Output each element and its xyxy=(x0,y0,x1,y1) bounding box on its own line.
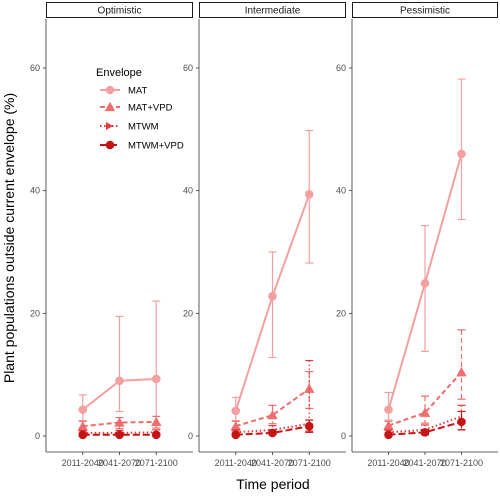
panel-title: Pessimistic xyxy=(400,6,450,17)
data-point xyxy=(304,383,315,393)
x-tick-label: 2071-2100 xyxy=(440,458,483,468)
legend-item: MTWM+VPD xyxy=(100,141,184,152)
legend-key-marker xyxy=(105,85,115,95)
series-line xyxy=(235,387,310,428)
y-tick-label: 40 xyxy=(183,186,193,196)
error-bar xyxy=(268,251,277,359)
x-tick-label: 2011-2040 xyxy=(215,458,257,468)
data-point xyxy=(304,190,314,199)
data-point xyxy=(77,420,88,431)
x-tick-label: 2041-2070 xyxy=(98,458,141,468)
data-point xyxy=(420,278,430,288)
panel-optimistic: Optimistic 0 20 40 60 2011-20402041-20702071-… xyxy=(30,2,193,468)
y-tick-label: 40 xyxy=(30,186,40,196)
y-tick-label: 20 xyxy=(336,308,346,318)
data-point xyxy=(304,421,314,431)
data-point xyxy=(151,430,161,440)
data-point xyxy=(114,417,125,427)
series-mat xyxy=(384,78,466,421)
panel-title: Optimistic xyxy=(98,6,142,17)
data-point xyxy=(420,428,430,437)
x-tick-label: 2041-2070 xyxy=(403,458,446,468)
data-point xyxy=(151,416,162,427)
panel-strip xyxy=(46,2,193,18)
panel-intermediate: Intermediate 0 20 40 60 2011-20402041-2070207… xyxy=(183,2,346,468)
legend-label: MTWM xyxy=(128,122,159,133)
x-tick-label: 2071-2100 xyxy=(288,458,331,468)
y-tick-label: 60 xyxy=(30,63,40,73)
series-mtwm-plus-vpd xyxy=(78,430,161,440)
panel-strip xyxy=(199,2,346,18)
legend-item: MTWM xyxy=(100,122,159,133)
error-bar xyxy=(421,395,429,424)
x-tick-label: 2041-2070 xyxy=(251,458,294,468)
y-tick-label: 60 xyxy=(336,63,346,73)
data-point xyxy=(115,376,124,386)
data-point xyxy=(115,430,124,440)
error-bar xyxy=(457,329,466,400)
data-point xyxy=(78,430,88,440)
data-point xyxy=(268,428,277,438)
error-bar xyxy=(457,78,466,221)
data-point xyxy=(230,420,241,431)
data-point xyxy=(384,405,393,414)
legend-item: MAT+VPD xyxy=(100,101,173,114)
legend-label: MAT xyxy=(128,86,148,97)
data-point xyxy=(231,406,241,416)
data-point xyxy=(268,291,277,301)
data-point xyxy=(383,420,394,430)
series-mat xyxy=(231,129,314,422)
y-tick-label: 60 xyxy=(183,63,193,73)
data-point xyxy=(231,430,241,440)
panel-strip xyxy=(352,2,498,18)
series-mat-plus-vpd xyxy=(383,329,467,432)
data-point xyxy=(78,405,88,414)
data-point xyxy=(267,409,278,420)
y-tick-label: 0 xyxy=(188,431,193,441)
series-mat-plus-vpd xyxy=(77,415,162,432)
panel-pessimistic: Pessimistic 0 20 40 60 2011-20402041-20702071… xyxy=(336,2,498,468)
data-point xyxy=(457,149,466,159)
error-bar xyxy=(115,315,124,413)
plot-area: Optimistic02040602011-20402041-20702071-… xyxy=(30,2,498,468)
y-tick-label: 0 xyxy=(35,431,40,441)
series-mat xyxy=(78,300,161,425)
error-bar xyxy=(152,300,161,425)
x-axis-title: Time period xyxy=(236,476,309,492)
data-point xyxy=(151,374,161,384)
y-tick-label: 20 xyxy=(183,308,193,318)
y-tick-label: 20 xyxy=(30,308,40,318)
data-point xyxy=(457,417,466,427)
legend: Envelope MAT MAT+VPD MTWM MTWM+VPD xyxy=(96,67,184,152)
error-bar xyxy=(457,410,466,431)
x-tick-label: 2011-2040 xyxy=(62,458,104,468)
legend-key-marker xyxy=(104,101,116,112)
y-tick-label: 0 xyxy=(341,431,346,441)
legend-label: MTWM+VPD xyxy=(128,141,184,152)
data-point xyxy=(456,367,467,377)
data-point xyxy=(419,407,431,417)
legend-title: Envelope xyxy=(96,67,142,79)
error-bar xyxy=(421,225,429,352)
x-tick-label: 2011-2040 xyxy=(367,458,409,468)
legend-key-marker xyxy=(106,122,113,130)
x-tick-label: 2071-2100 xyxy=(135,458,178,468)
y-axis-title: Plant populations outside current envelo… xyxy=(1,93,17,383)
legend-item: MAT xyxy=(100,86,148,97)
y-tick-label: 40 xyxy=(336,186,346,196)
legend-label: MAT+VPD xyxy=(128,103,173,114)
series-line xyxy=(388,371,463,427)
data-point xyxy=(384,430,393,440)
series-mtwm-plus-vpd xyxy=(231,419,314,440)
panel-title: Intermediate xyxy=(245,6,301,17)
series-mat-plus-vpd xyxy=(230,371,315,432)
series-mtwm-plus-vpd xyxy=(384,410,466,440)
legend-key-marker xyxy=(105,140,115,150)
